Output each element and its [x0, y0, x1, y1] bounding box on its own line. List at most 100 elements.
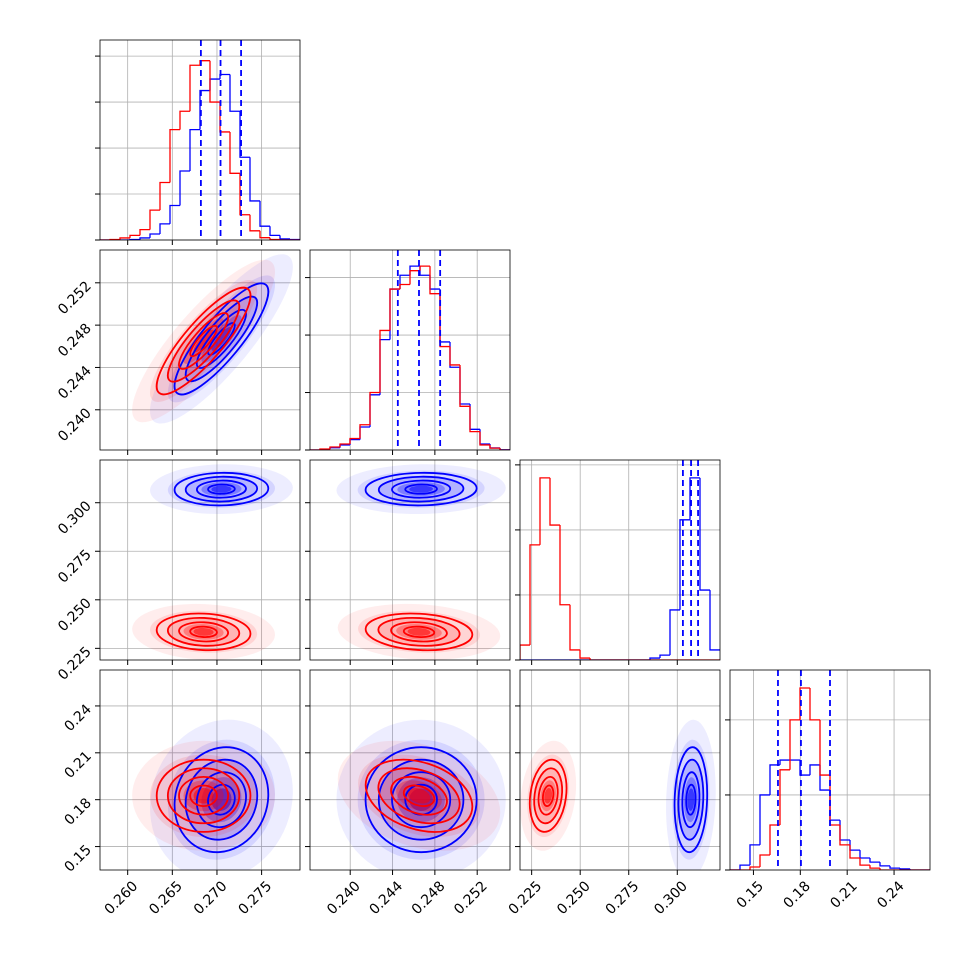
contour: [390, 775, 448, 816]
contour: [677, 758, 705, 841]
histogram-step: [849, 839, 860, 851]
density-fill: [211, 485, 232, 493]
histogram-step: [389, 288, 400, 331]
histogram-step: [809, 688, 820, 721]
histogram-step: [439, 293, 450, 348]
contour: [189, 324, 218, 358]
panel: [305, 249, 511, 455]
histogram-step: [679, 519, 690, 610]
panel: 0.225 0.250 0.275 0.300: [55, 459, 301, 684]
histogram-step: [179, 170, 190, 206]
histogram-step: [279, 235, 290, 240]
y-tick-label: 0.18: [61, 795, 94, 828]
histogram-step: [909, 868, 920, 870]
histogram-step: [379, 339, 390, 395]
contour: [377, 475, 465, 503]
histogram-step: [869, 865, 880, 869]
histogram-step: [249, 157, 260, 202]
plot-area: [132, 719, 293, 870]
histogram-step: [219, 73, 230, 80]
contour: [178, 775, 230, 816]
histogram-step: [329, 447, 340, 450]
plot-area: [310, 250, 510, 450]
histogram-step: [789, 719, 800, 770]
histogram-step: [819, 719, 830, 776]
histogram-step: [269, 226, 280, 237]
plot-area: [520, 460, 720, 660]
x-tick-label: 0.265: [146, 878, 186, 918]
histogram-step: [799, 760, 810, 776]
histogram-step: [879, 868, 890, 870]
histogram-step: [879, 862, 890, 867]
histogram-step: [539, 477, 550, 545]
histogram-step: [759, 794, 770, 845]
histogram-step: [749, 844, 760, 866]
contour: [404, 483, 438, 495]
panel-frame: [519, 459, 721, 661]
histogram-step: [459, 364, 470, 407]
contour: [178, 621, 230, 643]
x-tick-label: 0.275: [603, 878, 643, 918]
contour: [542, 784, 555, 807]
x-tick-label: 0.240: [324, 878, 364, 918]
histogram-step: [249, 214, 260, 232]
histogram-step: [129, 234, 140, 238]
panel: 0.15 0.18 0.21 0.24: [725, 669, 931, 912]
histogram-step: [359, 426, 370, 440]
histogram-step: [449, 346, 460, 366]
histogram-step: [709, 590, 720, 651]
histogram-step: [159, 181, 170, 211]
contour: [195, 479, 247, 499]
histogram-step: [189, 129, 200, 172]
histogram-step: [349, 437, 360, 445]
histogram-step: [779, 769, 790, 825]
y-tick-label: 0.15: [61, 842, 94, 875]
contour: [673, 746, 709, 854]
plot-area: [100, 40, 300, 240]
plot-area: [520, 719, 716, 870]
histogram-step: [849, 844, 860, 859]
contour: [528, 758, 568, 833]
histogram-step: [779, 759, 790, 765]
y-tick-label: 0.24: [61, 701, 94, 734]
histogram-step: [259, 200, 270, 227]
histogram-step: [819, 764, 830, 791]
panel: [515, 459, 721, 665]
histogram-step: [839, 820, 850, 841]
x-tick-label: 0.15: [734, 878, 767, 911]
x-tick-label: 0.300: [651, 878, 691, 918]
contour: [155, 286, 252, 396]
contour: [207, 483, 236, 495]
contour: [364, 758, 474, 833]
density-fill: [407, 788, 431, 804]
panel: [95, 39, 301, 245]
contour: [173, 471, 270, 507]
histogram-step: [139, 237, 150, 240]
density-fill: [687, 788, 695, 811]
contour: [166, 767, 241, 825]
y-tick-label: 0.244: [55, 363, 95, 403]
histogram-step: [149, 233, 160, 238]
contour: [402, 784, 436, 807]
histogram-step: [520, 644, 530, 660]
histogram-step: [229, 131, 240, 174]
plot-area: [336, 719, 506, 870]
histogram-step: [159, 223, 170, 235]
histogram-step: [829, 775, 840, 826]
histogram-step: [419, 265, 430, 271]
x-tick-label: 0.24: [874, 878, 907, 911]
density-fill: [544, 788, 553, 804]
contour: [173, 282, 270, 396]
histogram-step: [259, 230, 270, 239]
histogram-step: [449, 341, 460, 368]
histogram-step: [489, 444, 500, 449]
histogram-step: [339, 443, 350, 448]
plot-area: [132, 464, 293, 660]
histogram-step: [479, 429, 490, 445]
contour: [195, 771, 247, 829]
panel-frame: [309, 249, 511, 451]
panel-frame: [99, 459, 301, 661]
histogram-step: [149, 209, 160, 230]
contour: [189, 625, 218, 638]
